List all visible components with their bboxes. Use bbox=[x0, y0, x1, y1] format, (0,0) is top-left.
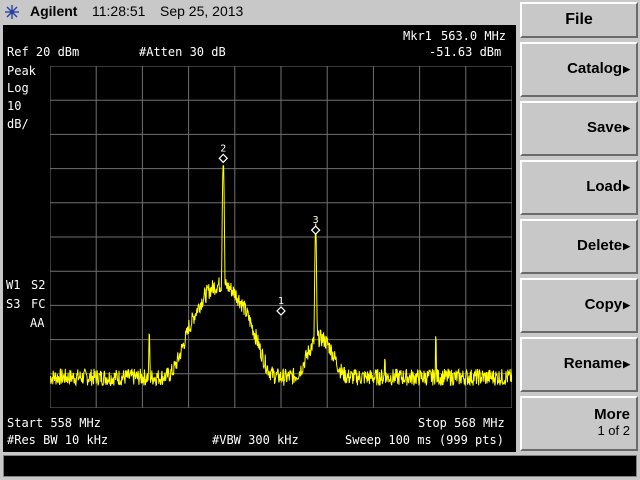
video-bandwidth: #VBW 300 kHz bbox=[212, 433, 299, 447]
submenu-arrow-icon: ▶ bbox=[623, 359, 630, 369]
copy-softkey[interactable]: Copy▶ bbox=[520, 278, 638, 333]
stop-frequency: Stop 568 MHz bbox=[418, 416, 505, 430]
brand-name: Agilent bbox=[30, 3, 77, 19]
menu-title: File bbox=[520, 2, 638, 38]
marker-frequency: 563.0 MHz bbox=[441, 29, 506, 43]
load-softkey[interactable]: Load▶ bbox=[520, 160, 638, 215]
clock-time: 11:28:51 bbox=[92, 3, 145, 19]
spectrum-graticule: 1 2 3 bbox=[50, 66, 512, 408]
marker-1-label: 1 bbox=[278, 296, 284, 307]
rename-label: Rename bbox=[564, 355, 622, 372]
trace-fc: FC bbox=[31, 297, 45, 311]
marker-amplitude: -51.63 dBm bbox=[429, 45, 501, 59]
detector-mode: Peak bbox=[7, 64, 36, 78]
scale-unit: dB/ bbox=[7, 117, 29, 131]
agilent-spark-logo-icon bbox=[4, 4, 20, 20]
start-frequency: Start 558 MHz bbox=[7, 416, 101, 430]
more-label: More bbox=[522, 406, 630, 423]
submenu-arrow-icon: ▶ bbox=[623, 182, 630, 192]
scale-value: 10 bbox=[7, 99, 21, 113]
title-bar: Agilent 11:28:51 Sep 25, 2013 bbox=[0, 0, 516, 24]
marker-2-label: 2 bbox=[220, 143, 226, 154]
catalog-label: Catalog bbox=[567, 60, 622, 77]
ref-level: Ref 20 dBm bbox=[7, 45, 79, 59]
sweep-time: Sweep 100 ms (999 pts) bbox=[345, 433, 504, 447]
more-softkey[interactable]: More 1 of 2 bbox=[520, 396, 638, 451]
catalog-softkey[interactable]: Catalog▶ bbox=[520, 42, 638, 97]
clock-date: Sep 25, 2013 bbox=[160, 3, 243, 19]
save-softkey[interactable]: Save▶ bbox=[520, 101, 638, 156]
trace-s3: S3 bbox=[6, 297, 20, 311]
marker-3-label: 3 bbox=[313, 215, 319, 226]
graticule-grid bbox=[50, 66, 512, 408]
marker-2-diamond bbox=[219, 154, 227, 162]
load-label: Load bbox=[586, 178, 622, 195]
trace-s2: S2 bbox=[31, 278, 45, 292]
softkey-panel: File Catalog▶ Save▶ Load▶ Delete▶ Copy▶ … bbox=[516, 0, 640, 452]
attenuation: #Atten 30 dB bbox=[139, 45, 226, 59]
submenu-arrow-icon: ▶ bbox=[623, 123, 630, 133]
trace-aa: AA bbox=[30, 316, 44, 330]
delete-softkey[interactable]: Delete▶ bbox=[520, 219, 638, 274]
trace-w1: W1 bbox=[6, 278, 20, 292]
rename-softkey[interactable]: Rename▶ bbox=[520, 337, 638, 392]
submenu-arrow-icon: ▶ bbox=[623, 300, 630, 310]
status-bar bbox=[3, 455, 637, 477]
resolution-bandwidth: #Res BW 10 kHz bbox=[7, 433, 108, 447]
marker-name: Mkr1 bbox=[403, 29, 432, 43]
scale-type: Log bbox=[7, 81, 29, 95]
more-page-indicator: 1 of 2 bbox=[522, 423, 630, 438]
delete-label: Delete bbox=[577, 237, 622, 254]
copy-label: Copy bbox=[585, 296, 623, 313]
submenu-arrow-icon: ▶ bbox=[623, 241, 630, 251]
analyzer-display: Ref 20 dBm #Atten 30 dB Mkr1 563.0 MHz -… bbox=[3, 25, 516, 452]
marker-3-diamond bbox=[312, 226, 320, 234]
marker-1-diamond bbox=[277, 307, 285, 315]
submenu-arrow-icon: ▶ bbox=[623, 64, 630, 74]
save-label: Save bbox=[587, 119, 622, 136]
